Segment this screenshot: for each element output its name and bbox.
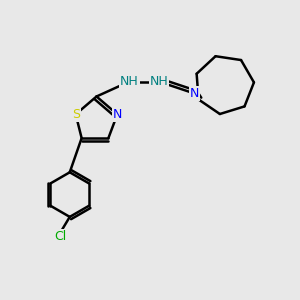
Text: N: N — [190, 87, 199, 100]
Text: S: S — [72, 108, 80, 121]
Text: NH: NH — [149, 75, 168, 88]
Text: NH: NH — [120, 75, 139, 88]
Text: N: N — [112, 108, 122, 121]
Text: Cl: Cl — [55, 230, 67, 243]
